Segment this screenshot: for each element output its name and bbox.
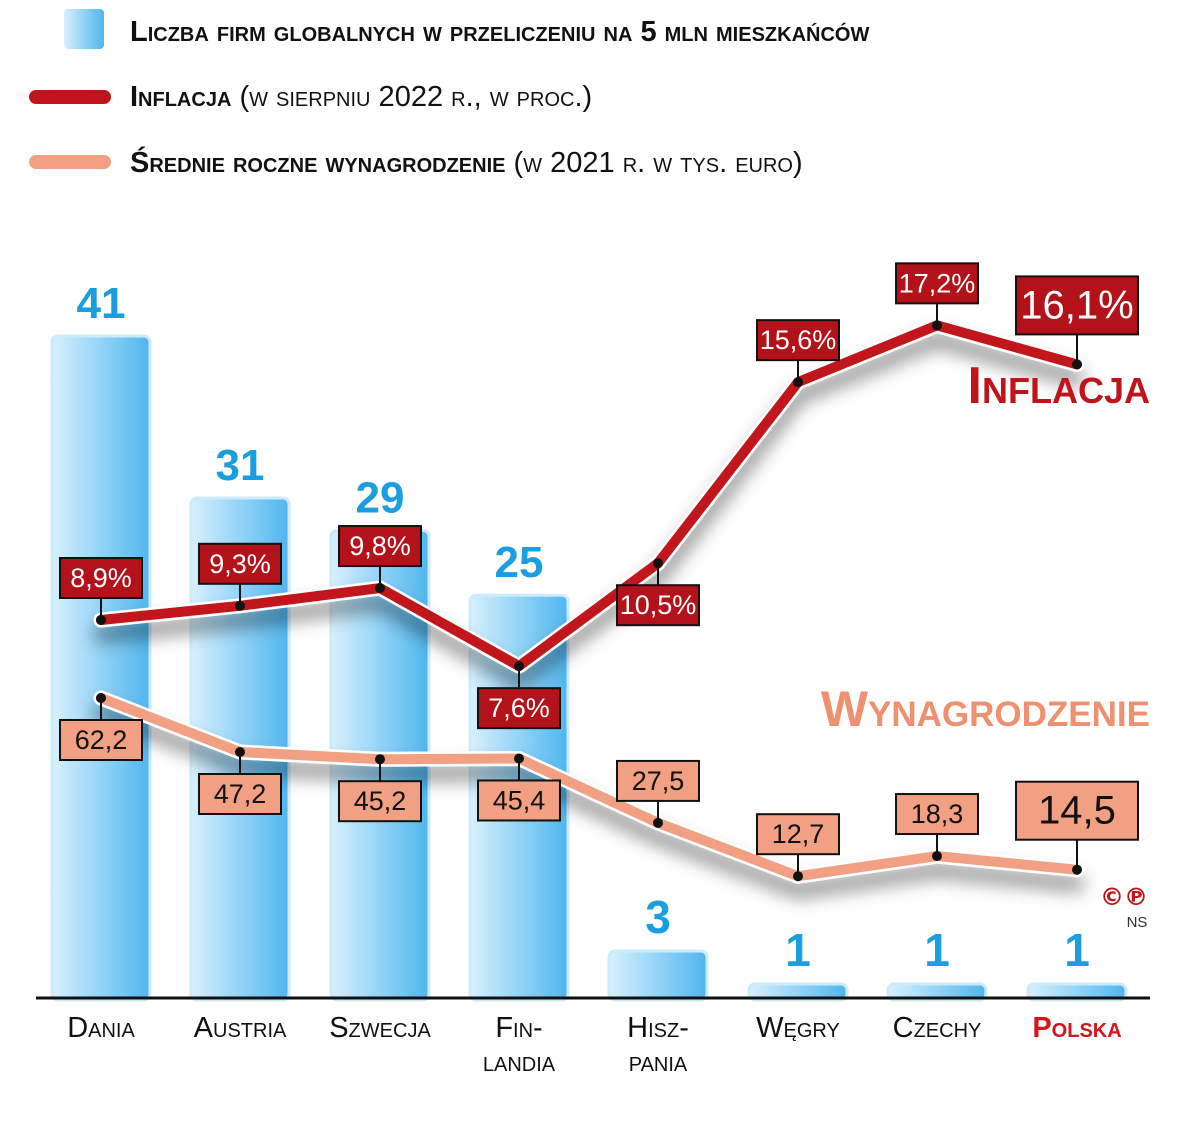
inflation-label-box [198,542,282,585]
inflation-point [793,377,803,388]
inflation-label-box [895,262,979,305]
wage-point [514,753,524,764]
bar-węgry [747,982,849,1002]
copyright-mark: ©℗ [1100,883,1148,911]
bar-value-label: 29 [356,473,405,522]
inflation-value-label: 16,1% [1020,283,1133,327]
inflation-label-box [338,525,422,568]
x-tick-label: landia [483,1046,556,1078]
inflation-point [653,558,663,569]
inflation-point [1072,359,1082,370]
x-axis-labels: Dania Austria Szwecja Fin-landia Hisz-pania W… [67,1012,1121,1078]
wage-value-label: 14,5 [1038,789,1116,833]
legend-inflation-label-rest: (w sierpniu 2022 r., w proc.) [231,81,592,113]
bar-value-label: 31 [216,441,265,490]
wage-value-label: 27,5 [632,766,685,796]
legend-bar-swatch [64,9,104,49]
inflation-annotation: Inflacja [968,357,1150,415]
wage-label-box [338,780,422,823]
wage-label-box [616,759,700,802]
x-tick-label: Czechy [893,1012,982,1044]
bar-czechy [886,982,988,1002]
inflation-label-box [1015,275,1139,336]
legend-wage-label-rest: (w 2021 r. w tys. euro) [505,147,802,179]
wage-value-label: 45,2 [354,786,407,816]
x-tick-label: Dania [67,1012,135,1044]
legend-bar-label: Liczba firm globalnych w przeliczeniu na… [130,16,869,48]
inflation-point [375,583,385,594]
wage-value-label: 12,7 [772,819,825,849]
x-tick-label: Polska [1032,1012,1121,1044]
wage-point [96,693,106,703]
wage-point [235,747,245,757]
x-tick-label: Fin- [495,1012,542,1044]
wage-point [653,817,663,828]
inflation-value-label: 7,6% [488,693,550,723]
bar-hisz-pania [607,949,709,1002]
legend-inflation-label: Inflacja (w sierpniu 2022 r., w proc.) [130,81,592,113]
bar-value-label: 25 [495,538,544,587]
wage-value-label: 47,2 [214,779,267,809]
bar-value-label: 3 [645,891,671,943]
wage-value-label: 18,3 [911,799,964,829]
wage-label-box [59,719,143,761]
bar-polska [1026,982,1128,1002]
x-tick-label: Węgry [756,1012,840,1044]
legend-wage-label-bold: Średnie roczne wynagrodzenie [130,145,505,179]
inflation-line-group [93,317,1085,674]
bar-value-label: 1 [785,924,811,976]
inflation-line [96,320,1082,672]
wage-point [932,851,942,862]
inflation-point [96,615,106,625]
inflation-series: 8,9% 9,3% 9,8% 7,6% 10,5% 15,6% 17,2% 16,1% [59,262,1139,730]
inflation-value-label: 8,9% [70,563,132,593]
legend-inflation-label-bold: Inflacja [130,81,231,113]
wage-value-label: 62,2 [75,725,128,755]
inflation-value-label: 10,5% [620,590,697,620]
wage-label-box [1015,780,1139,841]
inflation-label-box [616,584,700,627]
wage-label-box [477,779,561,822]
inflation-label-box [59,557,143,599]
wage-point [375,754,385,765]
bar-value-label: 41 [77,279,126,328]
bar-dania [50,334,152,1002]
inflation-point [932,320,942,331]
x-tick-label: Hisz- [627,1012,689,1044]
copyright-initials: NS [1127,914,1148,931]
inflation-label-box [477,687,561,730]
wage-label-box [198,773,282,815]
wage-line-group [93,690,1085,884]
wage-label-box [756,813,840,856]
wage-label-box [895,793,979,836]
inflation-point [235,600,245,611]
inflation-value-label: 17,2% [899,268,976,298]
x-tick-label: Austria [194,1012,287,1044]
x-tick-label: Szwecja [329,1012,431,1044]
inflation-value-label: 9,3% [209,549,271,579]
wage-point [793,871,803,882]
wage-line [96,693,1082,882]
legend: Liczba firm globalnych w przeliczeniu na… [29,9,869,179]
bar-value-label: 1 [1064,924,1090,976]
legend-wage-label: Średnie roczne wynagrodzenie (w 2021 r. … [130,145,803,179]
inflation-value-label: 15,6% [760,325,837,355]
bar-value-label: 1 [924,924,950,976]
inflation-value-label: 9,8% [349,531,411,561]
x-tick-label: pania [629,1046,688,1078]
inflation-label-box [756,319,840,362]
legend-bar-label-bold: Liczba firm globalnych w przeliczeniu na… [130,16,869,48]
wage-value-label: 45,4 [493,785,546,815]
wage-point [1072,864,1082,875]
inflation-point [514,661,524,672]
wage-annotation: Wynagrodzenie [821,681,1150,737]
wage-series: 62,2 47,2 45,2 45,4 27,5 12,7 18,3 14,5 [59,690,1139,884]
